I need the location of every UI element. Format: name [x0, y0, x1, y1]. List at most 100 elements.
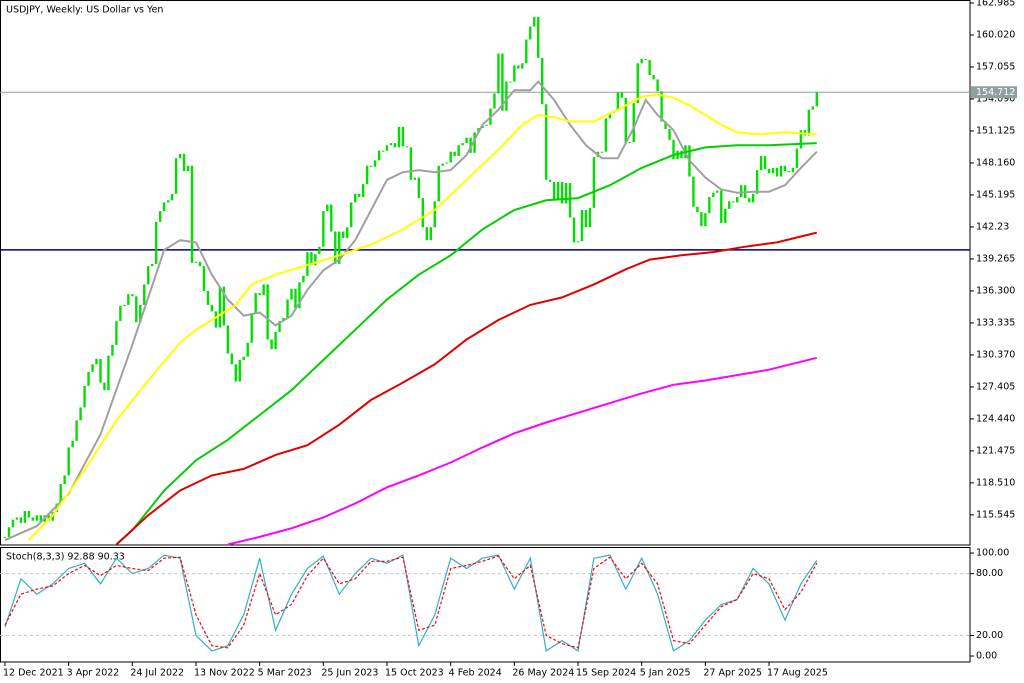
- candle: [604, 118, 608, 152]
- candle: [505, 81, 508, 111]
- candle: [254, 293, 257, 314]
- candle: [457, 145, 460, 157]
- candle: [326, 204, 329, 212]
- candle: [103, 382, 106, 391]
- candle: [318, 246, 321, 255]
- candle: [552, 181, 556, 200]
- x-tick-label: 5 Mar 2023: [258, 668, 312, 679]
- price-label: 154.712: [976, 87, 1015, 98]
- stoch-panel-frame: [0, 547, 971, 663]
- candle: [799, 130, 803, 149]
- candle: [592, 157, 596, 208]
- x-tick-label: 15 Sep 2024: [576, 668, 636, 679]
- candle: [63, 475, 66, 485]
- candle: [338, 231, 341, 264]
- candle: [389, 143, 393, 146]
- candle: [652, 75, 655, 80]
- x-tick-label: 12 Dec 2021: [3, 668, 64, 679]
- candle: [310, 252, 313, 266]
- candle: [763, 156, 767, 169]
- candle: [111, 344, 114, 356]
- candle: [154, 221, 158, 264]
- candle: [501, 53, 504, 111]
- candle: [461, 143, 464, 146]
- candle: [576, 241, 580, 243]
- candle: [218, 286, 222, 328]
- candle: [732, 201, 735, 203]
- candle: [115, 321, 118, 345]
- candle: [75, 420, 78, 441]
- candle: [39, 515, 42, 522]
- y-tick-label: 118.510: [976, 477, 1015, 488]
- candle: [628, 142, 631, 144]
- candle: [728, 201, 731, 209]
- x-tick-label: 26 May 2024: [512, 668, 574, 679]
- candle: [314, 254, 317, 266]
- candle: [771, 167, 775, 174]
- stoch-line: [4, 554, 818, 652]
- y-tick-label: 130.370: [976, 349, 1015, 360]
- candle: [425, 227, 428, 241]
- candle: [119, 306, 122, 322]
- candle: [158, 211, 162, 222]
- x-tick-label: 13 Nov 2022: [194, 668, 255, 679]
- candle: [238, 359, 241, 382]
- candle: [736, 197, 739, 203]
- candle: [143, 284, 146, 305]
- candle: [660, 91, 663, 122]
- x-tick-label: 15 Oct 2023: [385, 668, 444, 679]
- candle: [791, 167, 795, 173]
- candle: [59, 484, 62, 504]
- candle: [127, 294, 130, 305]
- candle: [724, 208, 727, 223]
- y-tick-label: 80.00: [976, 568, 1003, 579]
- candle: [409, 147, 413, 180]
- candle: [608, 112, 612, 119]
- candle: [15, 517, 19, 520]
- x-tick-label: 25 Jun 2023: [321, 668, 378, 679]
- candle: [720, 190, 723, 223]
- candle: [572, 217, 576, 243]
- candle: [795, 148, 799, 168]
- candle: [648, 60, 651, 76]
- y-tick-label: 151.125: [976, 125, 1015, 136]
- candle: [107, 355, 110, 391]
- y-tick-label: 0.00: [976, 651, 997, 662]
- candle: [449, 151, 452, 163]
- candle: [162, 202, 166, 212]
- candle: [67, 447, 70, 476]
- candle: [330, 204, 333, 232]
- candle: [194, 261, 198, 263]
- candle: [210, 304, 214, 312]
- candle: [584, 209, 588, 228]
- candle: [616, 92, 620, 111]
- candle: [274, 331, 277, 350]
- candle: [23, 511, 27, 523]
- candle: [815, 92, 818, 107]
- y-tick-label: 115.545: [976, 509, 1015, 520]
- candle: [123, 304, 126, 307]
- candle: [226, 325, 230, 354]
- candle: [485, 124, 488, 126]
- candle: [262, 284, 265, 296]
- candle: [381, 150, 385, 152]
- candle: [3, 536, 7, 538]
- candle: [322, 211, 325, 247]
- candle: [266, 284, 269, 340]
- candle: [401, 126, 405, 147]
- candle: [775, 167, 779, 177]
- y-tick-label: 148.160: [976, 157, 1015, 168]
- candle: [664, 121, 667, 130]
- candle: [186, 165, 190, 172]
- candle: [246, 342, 249, 357]
- candle: [230, 353, 234, 365]
- candle: [31, 517, 35, 521]
- candle: [493, 93, 496, 109]
- candle: [636, 63, 639, 104]
- candle: [465, 137, 468, 144]
- candle: [270, 339, 273, 350]
- candle: [334, 231, 337, 264]
- candle: [71, 440, 74, 448]
- moving-average: [115, 231, 818, 546]
